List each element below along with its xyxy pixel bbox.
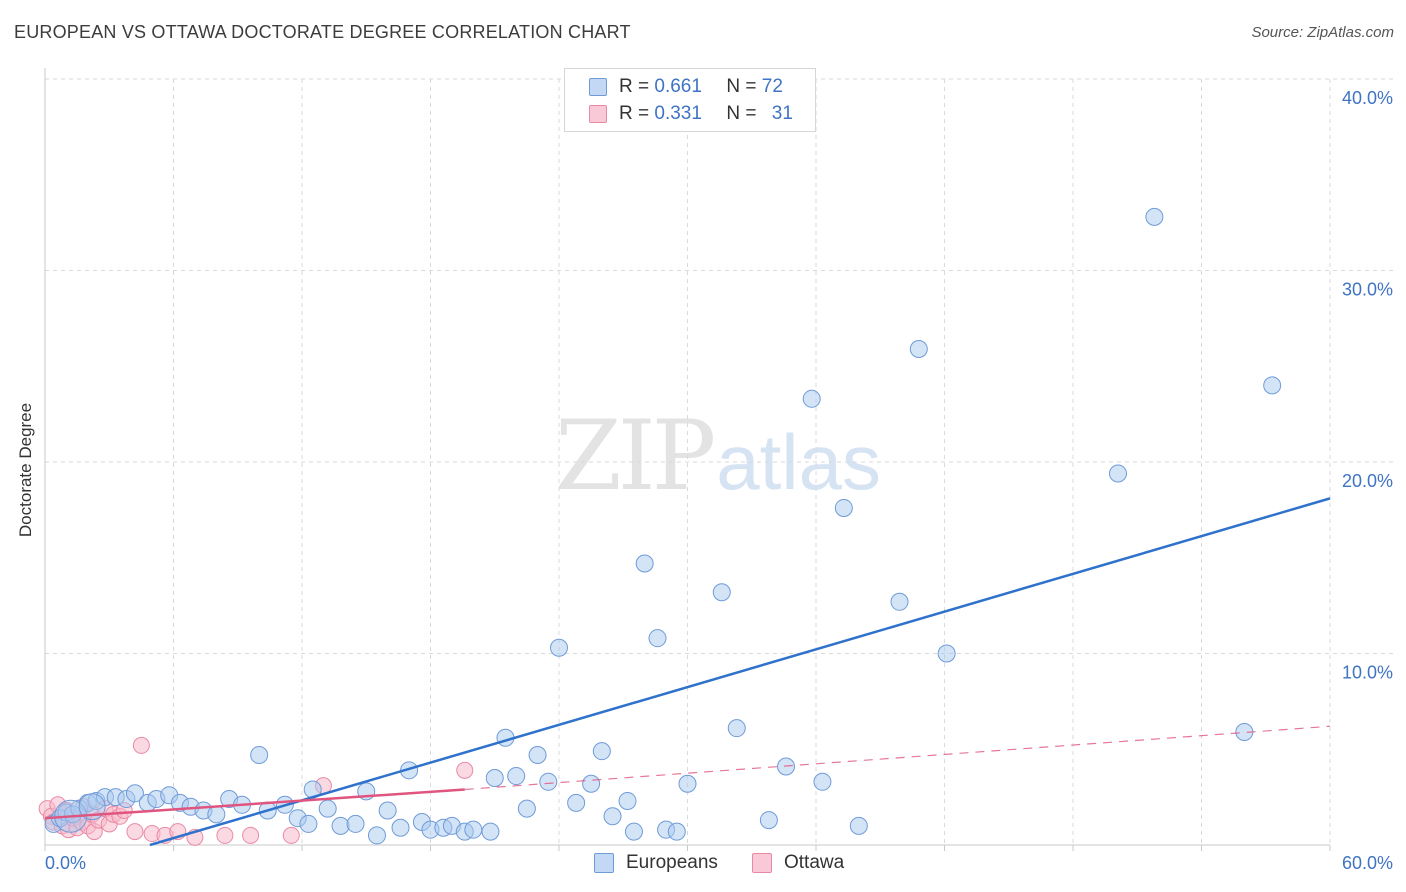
- bottom-legend: Europeans Ottawa: [0, 852, 1406, 876]
- x-tick-label: 60.0%: [1342, 853, 1393, 873]
- europeans-point: [367, 826, 386, 845]
- europeans-point: [378, 801, 397, 820]
- chart-title: EUROPEAN VS OTTAWA DOCTORATE DEGREE CORR…: [14, 22, 631, 42]
- europeans-point: [507, 767, 526, 786]
- europeans-point: [849, 816, 868, 835]
- legend-row-ottawa: R = 0.331 N = 31: [589, 102, 793, 126]
- europeans-point: [802, 389, 821, 408]
- ottawa-point: [216, 826, 234, 844]
- europeans-point: [250, 745, 269, 764]
- legend-swatch-ottawa: [589, 105, 607, 123]
- europeans-point: [331, 816, 350, 835]
- bottom-legend-europeans: Europeans: [594, 852, 718, 874]
- europeans-point: [481, 822, 500, 841]
- europeans-point: [678, 774, 697, 793]
- europeans-point: [648, 629, 667, 648]
- axis-layer: [44, 68, 1331, 851]
- legend-row-europeans: R = 0.661 N = 72: [589, 75, 783, 99]
- legend-r-label: R =: [619, 103, 650, 124]
- europeans-point: [834, 498, 853, 517]
- europeans-point: [299, 814, 318, 833]
- grid-layer: [44, 78, 1395, 845]
- legend-n-value-europeans: 72: [761, 76, 783, 97]
- ottawa-trend-extension: [464, 725, 1331, 791]
- europeans-point: [318, 799, 337, 818]
- ottawa-point: [126, 823, 144, 841]
- europeans-point: [624, 822, 643, 841]
- ottawa-point: [242, 826, 260, 844]
- bottom-legend-swatch-europeans: [594, 853, 614, 873]
- legend-swatch-europeans: [589, 78, 607, 96]
- legend-r-value-ottawa: 0.331: [654, 103, 702, 124]
- legend-n-label: N =: [726, 103, 757, 124]
- europeans-point: [909, 340, 928, 359]
- bottom-legend-swatch-ottawa: [752, 853, 772, 873]
- europeans-point: [592, 742, 611, 761]
- europeans-point: [712, 583, 731, 602]
- tick-label-layer: 10.0% 20.0% 30.0% 40.0% 0.0% 60.0%: [45, 88, 1393, 873]
- watermark-zip: ZIP: [555, 400, 716, 512]
- ottawa-point: [456, 761, 474, 779]
- trend-layer: [44, 497, 1331, 847]
- europeans-point: [78, 793, 106, 821]
- bottom-legend-label-europeans: Europeans: [626, 852, 718, 873]
- europeans-point: [550, 638, 568, 657]
- ottawa-point: [282, 826, 300, 844]
- europeans-point: [346, 814, 365, 833]
- europeans-point: [567, 793, 586, 812]
- x-tick-label: 0.0%: [45, 853, 86, 873]
- europeans-point: [813, 772, 832, 791]
- bottom-legend-label-ottawa: Ottawa: [784, 852, 845, 873]
- legend-r-value-europeans: 0.661: [654, 76, 702, 97]
- legend-box: R = 0.661 N = 72 R = 0.331 N = 31: [564, 68, 816, 132]
- europeans-point: [207, 805, 226, 824]
- legend-n-value-ottawa: 31: [771, 103, 793, 124]
- europeans-point: [391, 818, 410, 837]
- europeans-point: [528, 745, 547, 764]
- source-label: Source: ZipAtlas.com: [1251, 24, 1394, 41]
- bottom-legend-ottawa: Ottawa: [752, 852, 844, 874]
- europeans-trend-line: [149, 497, 1331, 847]
- europeans-point: [464, 820, 483, 839]
- y-tick-label: 40.0%: [1342, 88, 1393, 108]
- europeans-point: [125, 784, 144, 803]
- europeans-point: [1108, 464, 1127, 483]
- y-tick-label: 10.0%: [1342, 663, 1393, 683]
- europeans-point: [517, 799, 536, 818]
- europeans-point: [1145, 207, 1164, 226]
- europeans-point: [759, 811, 778, 830]
- europeans-points-layer: [44, 207, 1282, 845]
- europeans-point: [727, 719, 746, 738]
- europeans-point: [937, 644, 956, 663]
- europeans-point: [485, 768, 504, 787]
- europeans-point: [1263, 376, 1282, 395]
- europeans-point: [635, 554, 654, 573]
- ottawa-trend-line: [44, 788, 465, 820]
- ottawa-point: [132, 736, 150, 754]
- europeans-point: [618, 791, 637, 810]
- europeans-point: [890, 592, 909, 611]
- europeans-point: [667, 822, 686, 841]
- europeans-point: [603, 807, 622, 826]
- europeans-point: [582, 774, 601, 793]
- legend-n-label: N =: [726, 76, 757, 97]
- legend-r-label: R =: [619, 76, 650, 97]
- y-tick-label: 20.0%: [1342, 471, 1393, 491]
- europeans-point: [539, 772, 558, 791]
- y-tick-label: 30.0%: [1342, 280, 1393, 300]
